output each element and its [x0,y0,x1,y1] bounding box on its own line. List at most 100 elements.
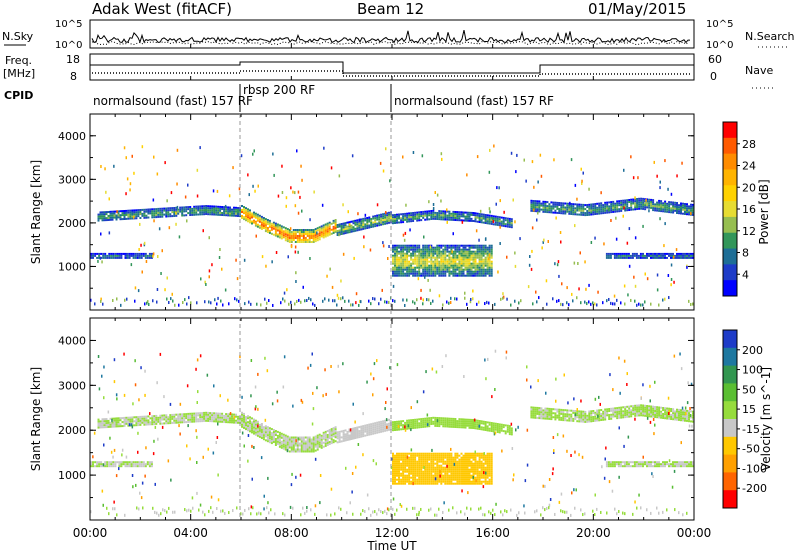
power-cell [297,190,300,194]
power-cell [684,207,686,209]
power-cell [288,237,291,239]
power-cell [488,218,491,221]
velocity-cell [444,468,447,471]
power-cell [546,302,548,306]
velocity-cell [376,427,379,430]
velocity-cell [254,421,257,424]
y-tick-label: 2000 [58,217,86,230]
velocity-cell [338,440,341,443]
power-cell [366,223,369,225]
velocity-cell [404,478,407,481]
velocity-cell [492,426,495,429]
power-cell [452,266,455,269]
power-cell [556,211,559,214]
velocity-cell [213,418,216,421]
power-cell [492,217,494,221]
velocity-cell [498,423,501,426]
velocity-cell [486,429,489,432]
velocity-cell [462,422,465,425]
velocity-cell [215,416,218,419]
velocity-cell [173,421,176,424]
power-tick-label: 16 [742,203,756,216]
velocity-cell [416,420,419,423]
power-cell [504,223,507,226]
velocity-cell [306,444,309,447]
velocity-cell [264,433,267,436]
power-cell [598,212,601,215]
velocity-cell [458,420,461,423]
power-cell [173,209,176,211]
velocity-cell [117,421,120,424]
velocity-cell [396,472,398,475]
velocity-cell [328,433,331,435]
power-cell [264,228,267,231]
power-cell [612,208,615,211]
velocity-cell [402,420,405,423]
power-cell [328,221,331,224]
velocity-cell [426,468,429,471]
power-cell [420,258,423,261]
power-cell [436,266,439,269]
power-cell [454,244,457,247]
velocity-cell [111,421,114,424]
power-cell [486,246,489,249]
power-cell [460,260,463,263]
velocity-cell [412,423,415,425]
power-cell [458,272,461,275]
power-cell [211,211,214,214]
power-cell [576,197,578,201]
power-cell [532,204,535,206]
power-cell [446,254,449,257]
velocity-cell [454,456,457,459]
velocity-cell [404,454,407,457]
power-cell [410,252,413,255]
velocity-cell [410,472,413,475]
velocity-cell [458,424,461,427]
power-cell [286,236,289,239]
velocity-cell [109,425,112,428]
power-cell [133,211,136,214]
power-cell [444,212,447,215]
velocity-cell [498,431,501,434]
power-cell [270,222,273,225]
velocity-cell [268,433,271,436]
power-cell [282,230,285,233]
velocity-cell [476,480,479,483]
velocity-cell [486,462,489,465]
power-cell [408,248,411,251]
power-cell [314,230,317,233]
power-cell [644,206,647,209]
power-cell [460,272,463,275]
power-cell [438,262,441,265]
power-swatch [723,201,737,218]
velocity-cell [478,480,481,483]
velocity-cell [290,446,293,449]
velocity-cell [436,466,439,469]
velocity-cell [262,428,265,431]
power-cell [233,212,235,215]
velocity-cell [456,420,459,423]
power-cell [494,221,497,224]
power-cell [470,246,473,249]
power-cell [448,218,451,221]
power-cell [201,211,204,214]
velocity-cell [304,444,307,447]
velocity-cell [253,422,255,425]
power-cell [280,233,283,236]
power-cell [678,254,680,257]
power-cell [92,252,94,255]
velocity-cell [480,466,483,469]
power-cell [392,218,394,221]
power-cell [504,225,507,228]
velocity-cell [245,420,247,423]
power-cell [635,254,638,257]
power-cell [442,210,445,213]
velocity-cell [370,431,373,434]
velocity-cell [478,452,481,455]
power-cell [594,207,597,209]
power-cell [452,218,455,221]
power-cell [208,275,210,279]
power-cell [654,209,657,212]
power-cell [478,248,481,251]
velocity-cell [472,474,475,477]
